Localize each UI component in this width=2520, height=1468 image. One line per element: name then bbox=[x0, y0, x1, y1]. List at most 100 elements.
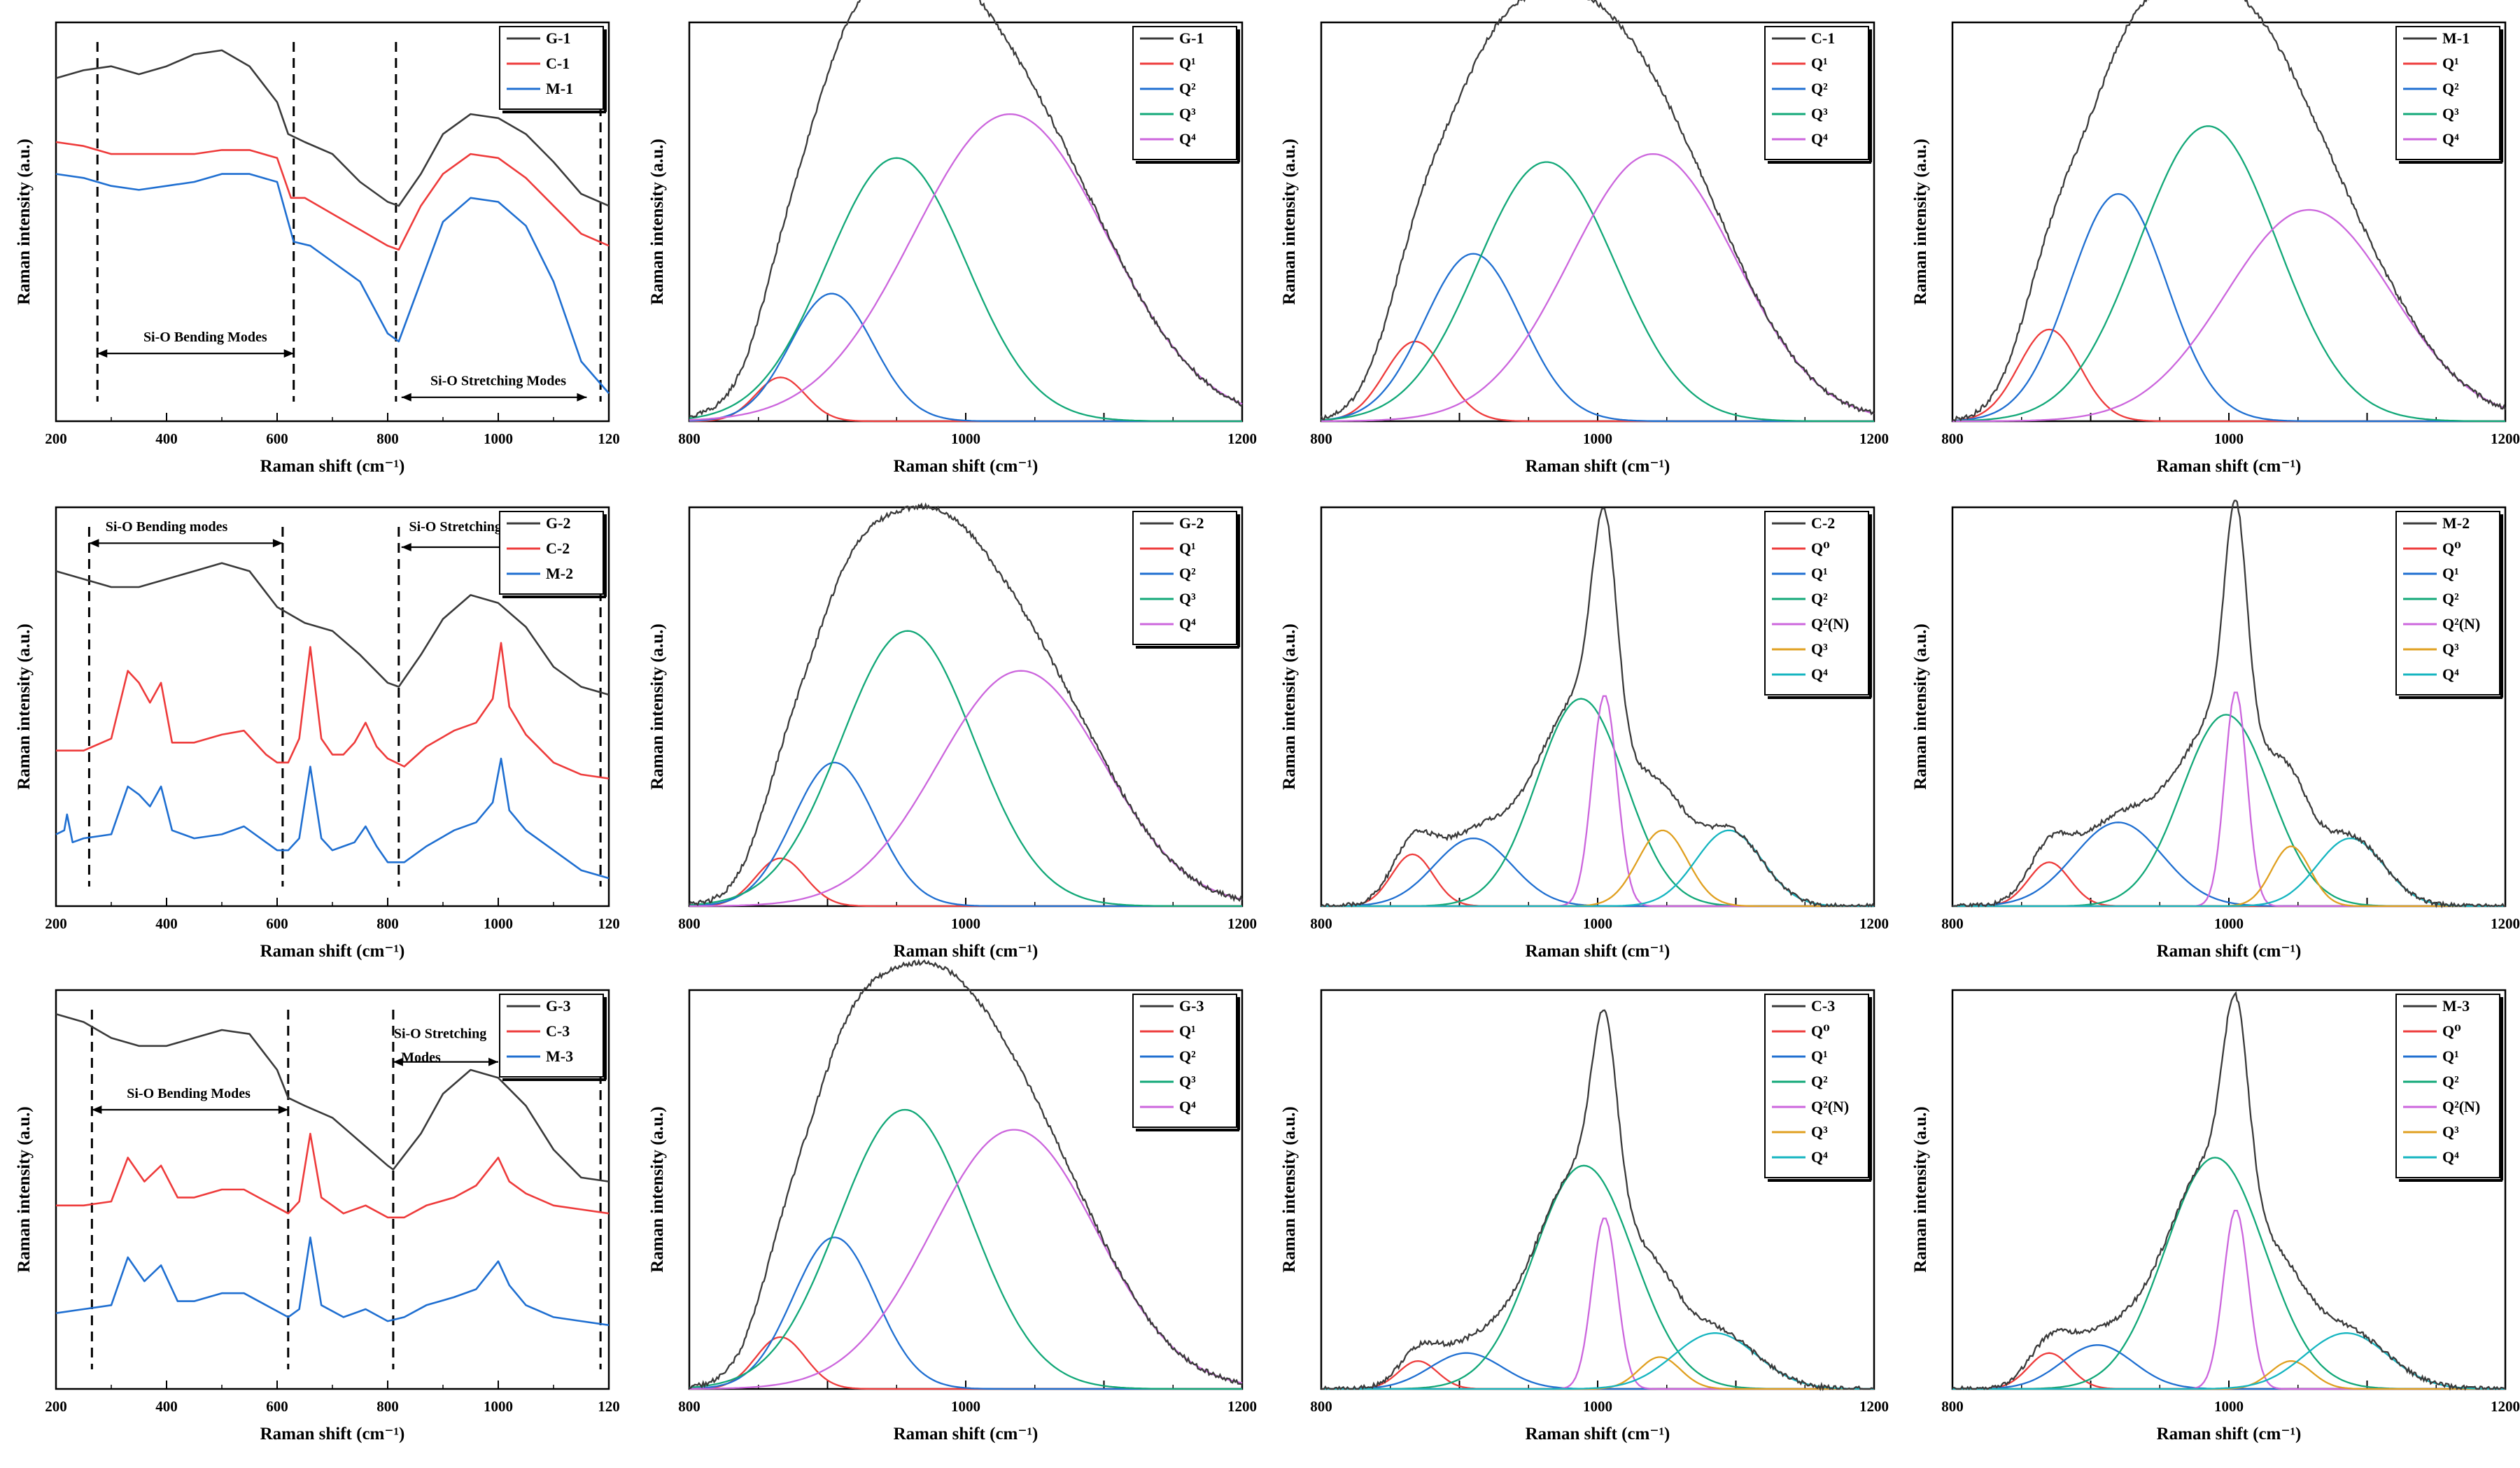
legend-label: G-1 bbox=[546, 29, 570, 47]
legend-label: Q¹ bbox=[1811, 565, 1828, 582]
legend-label: M-2 bbox=[2442, 514, 2470, 532]
fit-peak-3 bbox=[1321, 1218, 1874, 1390]
x-axis-label: Raman shift (cm⁻¹) bbox=[1526, 942, 1670, 961]
legend-label: Q¹ bbox=[1179, 539, 1196, 557]
arrow-head bbox=[89, 539, 99, 548]
legend-label: G-1 bbox=[1179, 29, 1204, 47]
legend-box bbox=[1764, 994, 1869, 1178]
legend-label: G-2 bbox=[1179, 514, 1204, 532]
arrow-head bbox=[401, 393, 411, 402]
legend-label: Q³ bbox=[1811, 105, 1828, 122]
legend-box bbox=[2395, 994, 2500, 1178]
legend-label: M-2 bbox=[546, 565, 573, 582]
fit-peak-2 bbox=[1952, 714, 2505, 908]
fit-peak-3 bbox=[1321, 695, 1874, 908]
legend-box bbox=[499, 511, 604, 595]
fit-peak-2 bbox=[1321, 161, 1874, 423]
annotation-text: Modes bbox=[401, 1050, 441, 1066]
fit-peak-3 bbox=[1952, 1209, 2505, 1390]
x-tick-label: 800 bbox=[1310, 915, 1332, 932]
legend-label: Q¹ bbox=[2442, 565, 2459, 582]
x-tick-label: 400 bbox=[155, 915, 178, 932]
legend-label: Q² bbox=[2442, 80, 2459, 97]
legend-label: Q¹ bbox=[1811, 55, 1828, 72]
x-axis-label: Raman shift (cm⁻¹) bbox=[894, 1425, 1039, 1444]
legend-label: Q² bbox=[1179, 565, 1196, 582]
legend-label: Q⁴ bbox=[2442, 665, 2459, 683]
fit-peak-1 bbox=[1952, 192, 2505, 423]
x-tick-label: 1000 bbox=[2214, 915, 2244, 932]
legend-label: Q³ bbox=[1811, 640, 1828, 658]
x-tick-label: 800 bbox=[376, 430, 399, 447]
x-tick-label: 600 bbox=[266, 915, 288, 932]
series-line-M-1 bbox=[55, 173, 610, 394]
measured-spectrum bbox=[1320, 0, 1875, 421]
legend-label: Q³ bbox=[1179, 1073, 1196, 1090]
y-axis-label: Raman intensity (a.u.) bbox=[648, 623, 667, 790]
legend-label: Q⁰ bbox=[1811, 1022, 1830, 1040]
legend-label: Q⁴ bbox=[2442, 1148, 2459, 1166]
legend: C-3 Q⁰ Q¹ Q² Q²(N) Q³ Q⁴ bbox=[1764, 994, 1872, 1182]
legend-label: Q⁰ bbox=[2442, 539, 2461, 557]
legend-box bbox=[1764, 511, 1869, 696]
arrow-head bbox=[393, 1057, 403, 1066]
legend: C-1 Q¹ Q² Q³ Q⁴ bbox=[1764, 26, 1872, 164]
arrow-head bbox=[97, 349, 108, 358]
legend-box bbox=[1132, 511, 1237, 645]
arrow-head bbox=[92, 1106, 102, 1114]
x-tick-label: 120 bbox=[598, 430, 620, 447]
legend: G-2 Q¹ Q² Q³ Q⁴ bbox=[1132, 511, 1240, 649]
legend-label: Q⁴ bbox=[1179, 1098, 1196, 1115]
x-tick-label: 1000 bbox=[484, 915, 513, 932]
legend: G-3 C-3 M-3 bbox=[499, 994, 607, 1081]
legend: M-2 Q⁰ Q¹ Q² Q²(N) Q³ Q⁴ bbox=[2395, 511, 2503, 699]
legend-box bbox=[1764, 26, 1869, 160]
legend-label: C-2 bbox=[1811, 514, 1835, 532]
legend-label: M-1 bbox=[546, 80, 573, 97]
legend-box bbox=[1132, 26, 1237, 160]
x-tick-label: 120 bbox=[598, 1398, 620, 1415]
legend-box bbox=[1132, 994, 1237, 1128]
legend-box bbox=[2395, 511, 2500, 696]
x-tick-label: 1000 bbox=[1583, 915, 1612, 932]
x-tick-label: 1000 bbox=[1583, 430, 1612, 447]
series-line-G-1 bbox=[55, 49, 610, 207]
legend-label: Q²(N) bbox=[2442, 1098, 2480, 1115]
y-axis-label: Raman intensity (a.u.) bbox=[1911, 139, 1930, 305]
legend-label: C-3 bbox=[546, 1022, 570, 1040]
x-tick-label: 800 bbox=[1310, 430, 1332, 447]
y-axis-label: Raman intensity (a.u.) bbox=[1280, 623, 1299, 790]
fit-peak-2 bbox=[1952, 1157, 2505, 1390]
fit-peak-1 bbox=[1321, 837, 1874, 908]
legend-label: Q²(N) bbox=[1811, 615, 1849, 633]
legend-label: Q¹ bbox=[1811, 1047, 1828, 1065]
y-axis-label: Raman intensity (a.u.) bbox=[1280, 1106, 1299, 1273]
x-tick-label: 800 bbox=[1941, 1398, 1964, 1415]
legend-label: Q² bbox=[2442, 590, 2459, 607]
legend-label: C-2 bbox=[546, 539, 570, 557]
y-axis-label: Raman intensity (a.u.) bbox=[15, 139, 34, 305]
legend-label: Q³ bbox=[1179, 590, 1196, 607]
x-tick-label: 1200 bbox=[2491, 430, 2520, 447]
x-tick-label: 1000 bbox=[484, 430, 513, 447]
x-tick-label: 1200 bbox=[1227, 430, 1257, 447]
x-tick-label: 800 bbox=[376, 915, 399, 932]
x-tick-label: 600 bbox=[266, 430, 288, 447]
legend-label: G-3 bbox=[1179, 997, 1204, 1015]
fit-peak-1 bbox=[689, 292, 1242, 423]
x-tick-label: 600 bbox=[266, 1398, 288, 1415]
legend-label: Q² bbox=[1811, 80, 1828, 97]
arrow-head bbox=[488, 1057, 498, 1066]
fit-peak-3 bbox=[1952, 209, 2506, 423]
series-line-M-3 bbox=[55, 1236, 610, 1327]
legend-label: Q²(N) bbox=[1811, 1098, 1849, 1115]
legend-label: Q¹ bbox=[1179, 1022, 1196, 1040]
x-tick-label: 1000 bbox=[1583, 1398, 1612, 1415]
legend-label: Q⁰ bbox=[1811, 539, 1830, 557]
legend-box bbox=[499, 994, 604, 1078]
x-tick-label: 1000 bbox=[951, 915, 980, 932]
fit-peak-1 bbox=[1321, 253, 1874, 423]
series-line-C-3 bbox=[56, 1132, 610, 1219]
annotation-text: Si-O Stretching Modes bbox=[430, 374, 566, 389]
